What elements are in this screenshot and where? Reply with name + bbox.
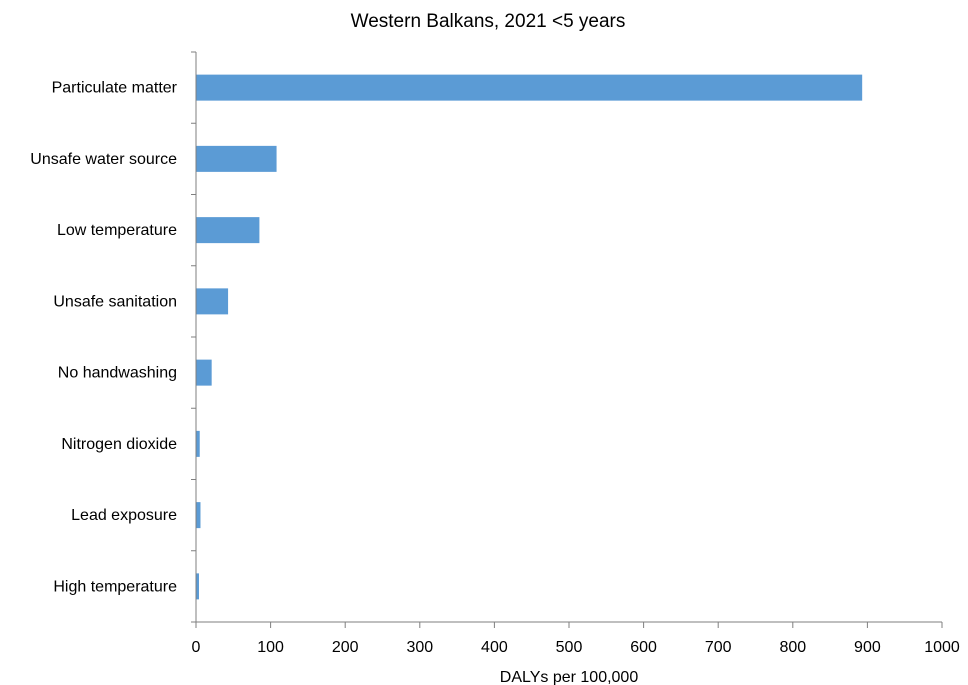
bar [196,359,212,386]
category-label: Nitrogen dioxide [61,436,177,453]
x-tick-label: 900 [854,639,881,656]
x-tick-label: 300 [406,639,433,656]
category-label: No handwashing [58,365,177,382]
x-axis-label: DALYs per 100,000 [500,669,639,685]
x-tick-label: 600 [630,639,657,656]
category-labels-group: Particulate matter Unsafe water source Low… [30,80,177,596]
x-tick-label: 0 [192,639,201,656]
x-tick-label: 200 [332,639,359,656]
category-label: Unsafe water source [30,151,177,168]
x-tick-label: 800 [779,639,806,656]
bar [196,288,229,315]
x-tick-label: 1000 [924,639,960,656]
x-tick-label: 400 [481,639,508,656]
bar [196,573,199,600]
x-tick-label: 100 [257,639,284,656]
bar [196,502,201,529]
category-label: Unsafe sanitation [53,293,177,310]
chart-title: Western Balkans, 2021 <5 years [351,11,626,32]
tick-labels-group: 0 100 200 300 400 500 600 700 800 900 1000 [192,639,960,656]
category-label: Low temperature [57,222,177,239]
category-label: High temperature [53,578,177,595]
axes-group [191,51,943,628]
bar [196,145,277,172]
bar [196,217,260,244]
x-tick-label: 500 [556,639,583,656]
bar [196,430,200,457]
bars-group [196,74,863,600]
category-label: Particulate matter [52,80,178,97]
x-tick-label: 700 [705,639,732,656]
bar [196,74,863,101]
category-label: Lead exposure [71,507,177,524]
